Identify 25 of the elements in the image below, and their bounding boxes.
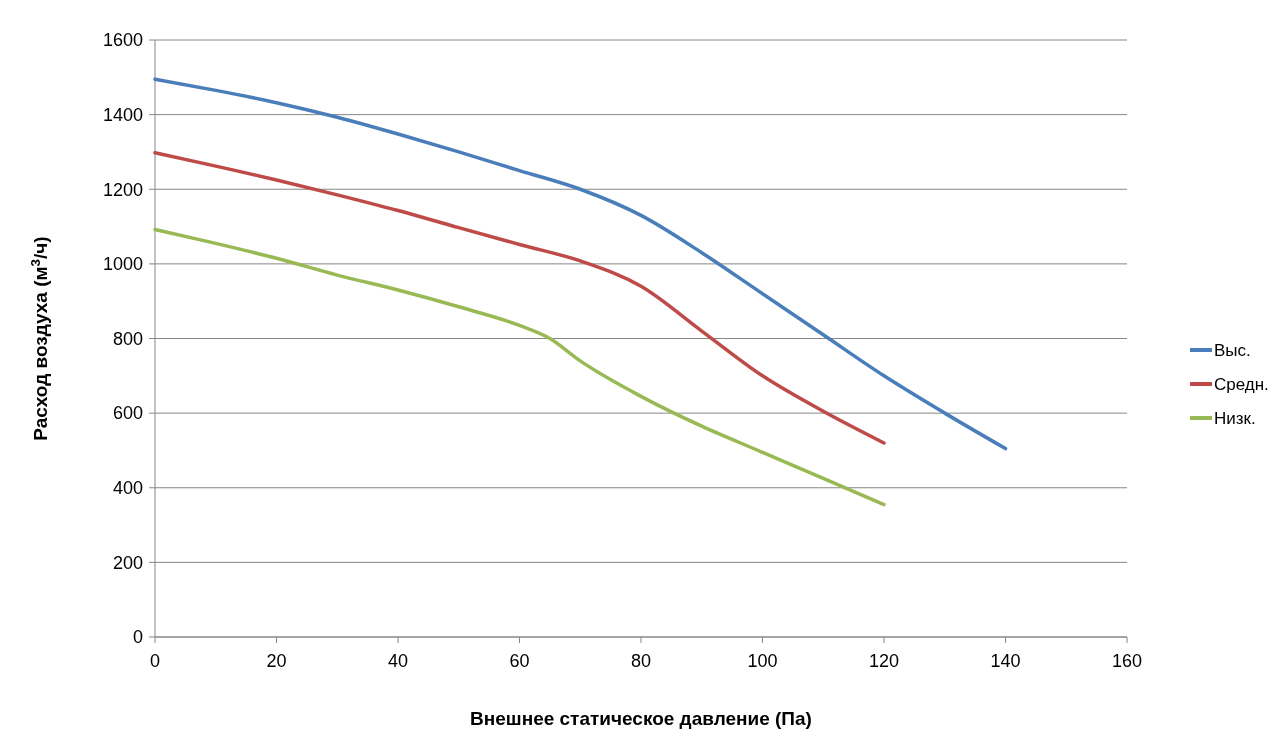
line-series <box>153 77 1008 451</box>
x-tick-label: 20 <box>266 651 287 671</box>
y-tick-label: 0 <box>132 627 143 648</box>
x-tick-label: 160 <box>1111 651 1143 671</box>
y-tick-label: 1600 <box>102 30 143 51</box>
x-axis-title: Внешнее статическое давление (Па) <box>470 708 812 729</box>
y-tick-label: 800 <box>112 328 143 349</box>
x-tick-label: 0 <box>149 651 161 671</box>
legend-label: Выс. <box>1214 340 1251 360</box>
y-tick-label: 1200 <box>102 179 143 200</box>
x-tick-label: 140 <box>990 651 1021 671</box>
x-tick-label: 120 <box>868 651 900 671</box>
line-series <box>153 227 886 507</box>
line-series <box>153 150 886 445</box>
y-tick-label: 1400 <box>102 104 143 125</box>
y-tick-label: 600 <box>112 403 143 424</box>
legend-label: Низк. <box>1214 408 1256 428</box>
x-tick-label: 100 <box>747 651 778 671</box>
x-tick-label: 60 <box>509 651 530 671</box>
y-tick-label: 200 <box>112 552 143 573</box>
y-tick-label: 1000 <box>102 254 143 275</box>
y-tick-label: 400 <box>112 478 143 499</box>
legend-label: Средн. <box>1214 374 1269 394</box>
x-tick-label: 40 <box>387 651 409 671</box>
x-tick-label: 80 <box>630 651 652 671</box>
